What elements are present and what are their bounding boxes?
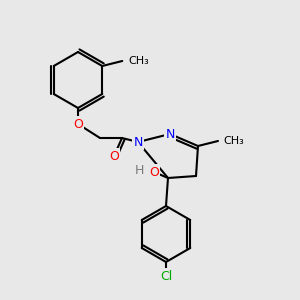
Text: N: N [133, 136, 143, 148]
Text: H: H [135, 164, 144, 176]
Text: O: O [109, 149, 119, 163]
Text: O: O [73, 118, 83, 130]
Text: CH₃: CH₃ [128, 56, 149, 66]
Text: Cl: Cl [160, 269, 172, 283]
Text: O: O [149, 166, 159, 178]
Text: CH₃: CH₃ [223, 136, 244, 146]
Text: N: N [165, 128, 175, 140]
